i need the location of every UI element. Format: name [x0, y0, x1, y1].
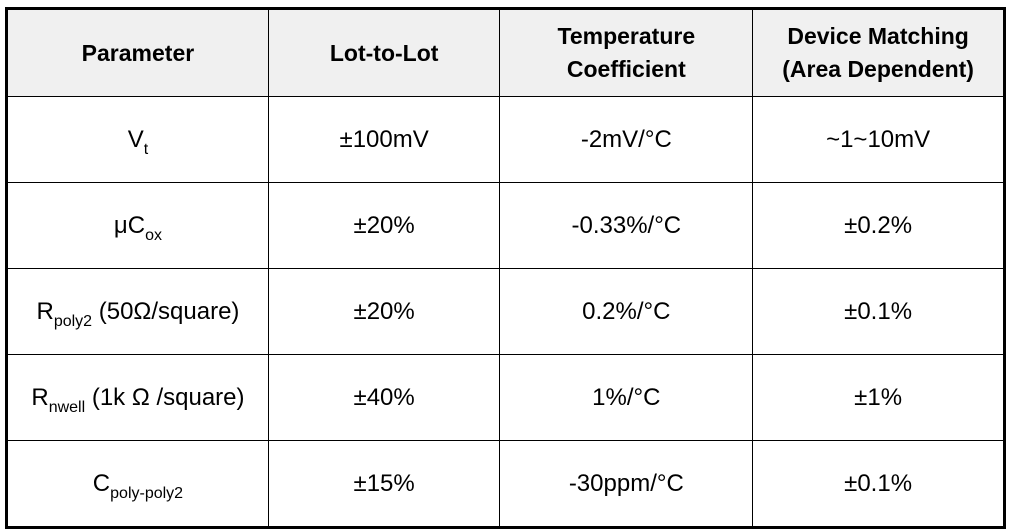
param-main: R — [31, 383, 49, 411]
lot-to-lot-cell: ±20% — [267, 182, 501, 269]
header-matching-line1: Device Matching — [787, 23, 969, 49]
header-temperature-line2: Coefficient — [566, 56, 686, 82]
header-lot-to-lot: Lot-to-Lot — [267, 8, 501, 97]
param-suffix: (1k Ω /square) — [85, 383, 245, 411]
param-subscript: poly-poly2 — [110, 484, 184, 502]
param-subscript: nwell — [48, 398, 86, 416]
param-subscript: t — [143, 140, 149, 158]
header-matching-line2: (Area Dependent) — [782, 56, 974, 82]
header-lot-to-lot-line1: Lot-to-Lot — [329, 39, 439, 66]
matching-cell: ±0.2% — [752, 182, 1005, 269]
param-main: C — [92, 469, 111, 497]
lot-to-lot-cell: ±15% — [267, 440, 501, 528]
param-main: V — [127, 125, 144, 153]
param-subscript: poly2 — [53, 312, 93, 330]
matching-cell: ±0.1% — [752, 268, 1005, 355]
matching-cell: ~1~10mV — [752, 96, 1005, 183]
header-device-matching: Device Matching (Area Dependent) — [752, 8, 1005, 97]
param-suffix: (50Ω/square) — [92, 297, 240, 325]
table-row: Cpoly-poly2 ±15% -30ppm/°C ±0.1% — [6, 440, 1005, 528]
param-cell: Vt — [6, 96, 269, 183]
table-row: Vt ±100mV -2mV/°C ~1~10mV — [6, 96, 1005, 183]
table-row: μCox ±20% -0.33%/°C ±0.2% — [6, 182, 1005, 269]
temp-coeff-cell: 0.2%/°C — [499, 268, 754, 355]
header-temperature-line1: Temperature — [557, 23, 696, 49]
table-row: Rpoly2 (50Ω/square) ±20% 0.2%/°C ±0.1% — [6, 268, 1005, 355]
param-main: μC — [113, 211, 146, 239]
param-cell: Rpoly2 (50Ω/square) — [6, 268, 269, 355]
header-row: Parameter Lot-to-Lot Temperature Coeffic… — [6, 8, 1005, 97]
param-cell: Cpoly-poly2 — [6, 440, 269, 528]
header-temperature-coefficient: Temperature Coefficient — [499, 8, 754, 97]
header-parameter: Parameter — [6, 8, 269, 97]
param-cell: μCox — [6, 182, 269, 269]
matching-cell: ±0.1% — [752, 440, 1005, 528]
lot-to-lot-cell: ±20% — [267, 268, 501, 355]
param-cell: Rnwell (1k Ω /square) — [6, 354, 269, 441]
lot-to-lot-cell: ±40% — [267, 354, 501, 441]
parameter-variation-table: Parameter Lot-to-Lot Temperature Coeffic… — [5, 7, 1006, 529]
param-subscript: ox — [145, 226, 162, 244]
temp-coeff-cell: -30ppm/°C — [499, 440, 754, 528]
table-row: Rnwell (1k Ω /square) ±40% 1%/°C ±1% — [6, 354, 1005, 441]
lot-to-lot-cell: ±100mV — [267, 96, 501, 183]
matching-cell: ±1% — [752, 354, 1005, 441]
parameter-variation-table-container: Parameter Lot-to-Lot Temperature Coeffic… — [5, 7, 1006, 529]
temp-coeff-cell: -0.33%/°C — [499, 182, 754, 269]
param-main: R — [36, 297, 54, 325]
temp-coeff-cell: 1%/°C — [499, 354, 754, 441]
temp-coeff-cell: -2mV/°C — [499, 96, 754, 183]
header-parameter-line1: Parameter — [81, 39, 195, 66]
